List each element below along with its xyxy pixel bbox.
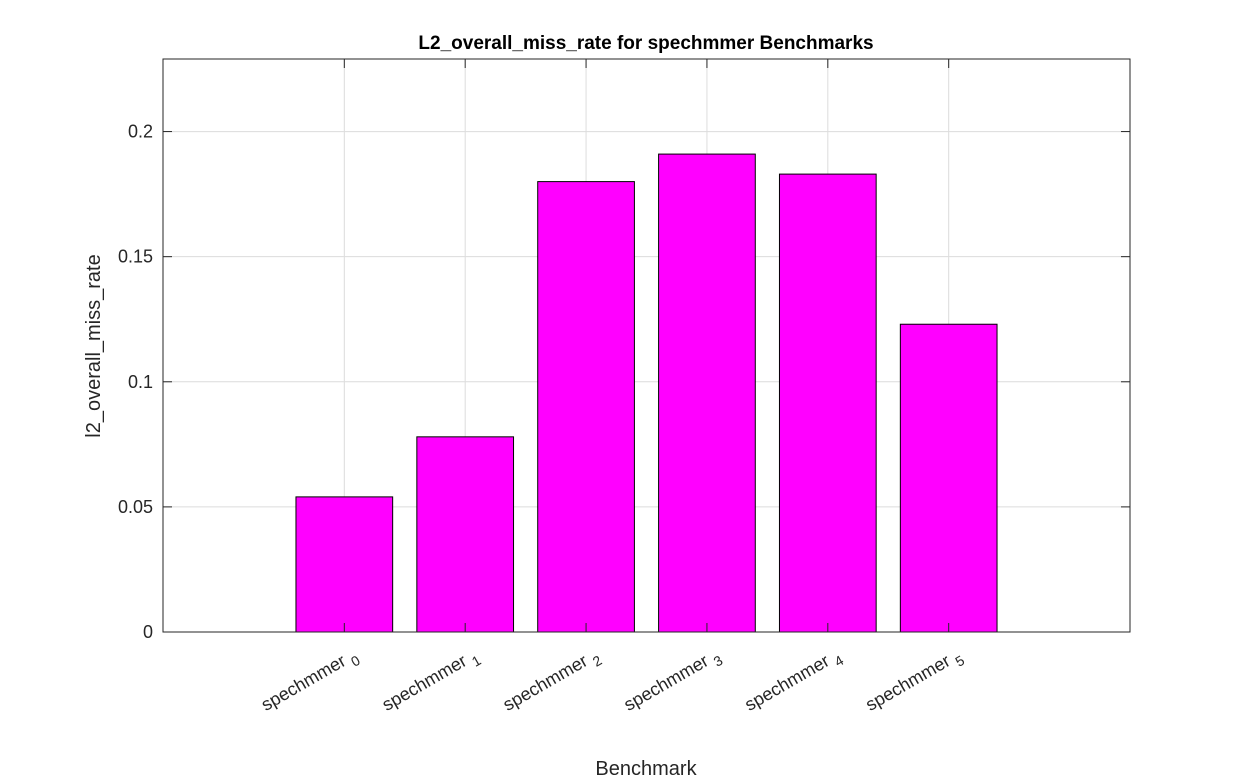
- y-tick-label: 0.2: [128, 122, 153, 142]
- x-tick-label: spechmmer 0: [258, 644, 363, 719]
- y-axis-label: l2_overall_miss_rate: [83, 254, 105, 437]
- y-tick-label: 0.05: [118, 497, 153, 517]
- y-tick-label: 0.15: [118, 247, 153, 267]
- axes: [162, 58, 1131, 633]
- bar-spechmmer-2: [537, 181, 635, 633]
- bars: [295, 153, 998, 633]
- x-tick-label: spechmmer 1: [379, 644, 484, 719]
- bar-spechmmer-1: [416, 436, 515, 633]
- x-tick-label: spechmmer 4: [741, 644, 846, 719]
- chart-title: L2_overall_miss_rate for spechmmer Bench…: [418, 33, 873, 54]
- x-tick-label: spechmmer 2: [500, 644, 605, 719]
- x-tick-label: spechmmer 5: [862, 644, 967, 719]
- x-tick-label: spechmmer 3: [620, 644, 725, 719]
- plot-area-border: [162, 58, 1131, 633]
- y-axis-ticks: 0 0.05 0.1 0.15 0.2: [118, 122, 1130, 642]
- y-tick-label: 0: [143, 622, 153, 642]
- y-tick-label: 0.1: [128, 372, 153, 392]
- x-axis-label: Benchmark: [595, 758, 697, 780]
- bar-spechmmer-0: [295, 496, 394, 633]
- bar-spechmmer-3: [658, 153, 756, 633]
- bar-spechmmer-4: [778, 173, 877, 633]
- bar-spechmmer-5: [899, 323, 998, 633]
